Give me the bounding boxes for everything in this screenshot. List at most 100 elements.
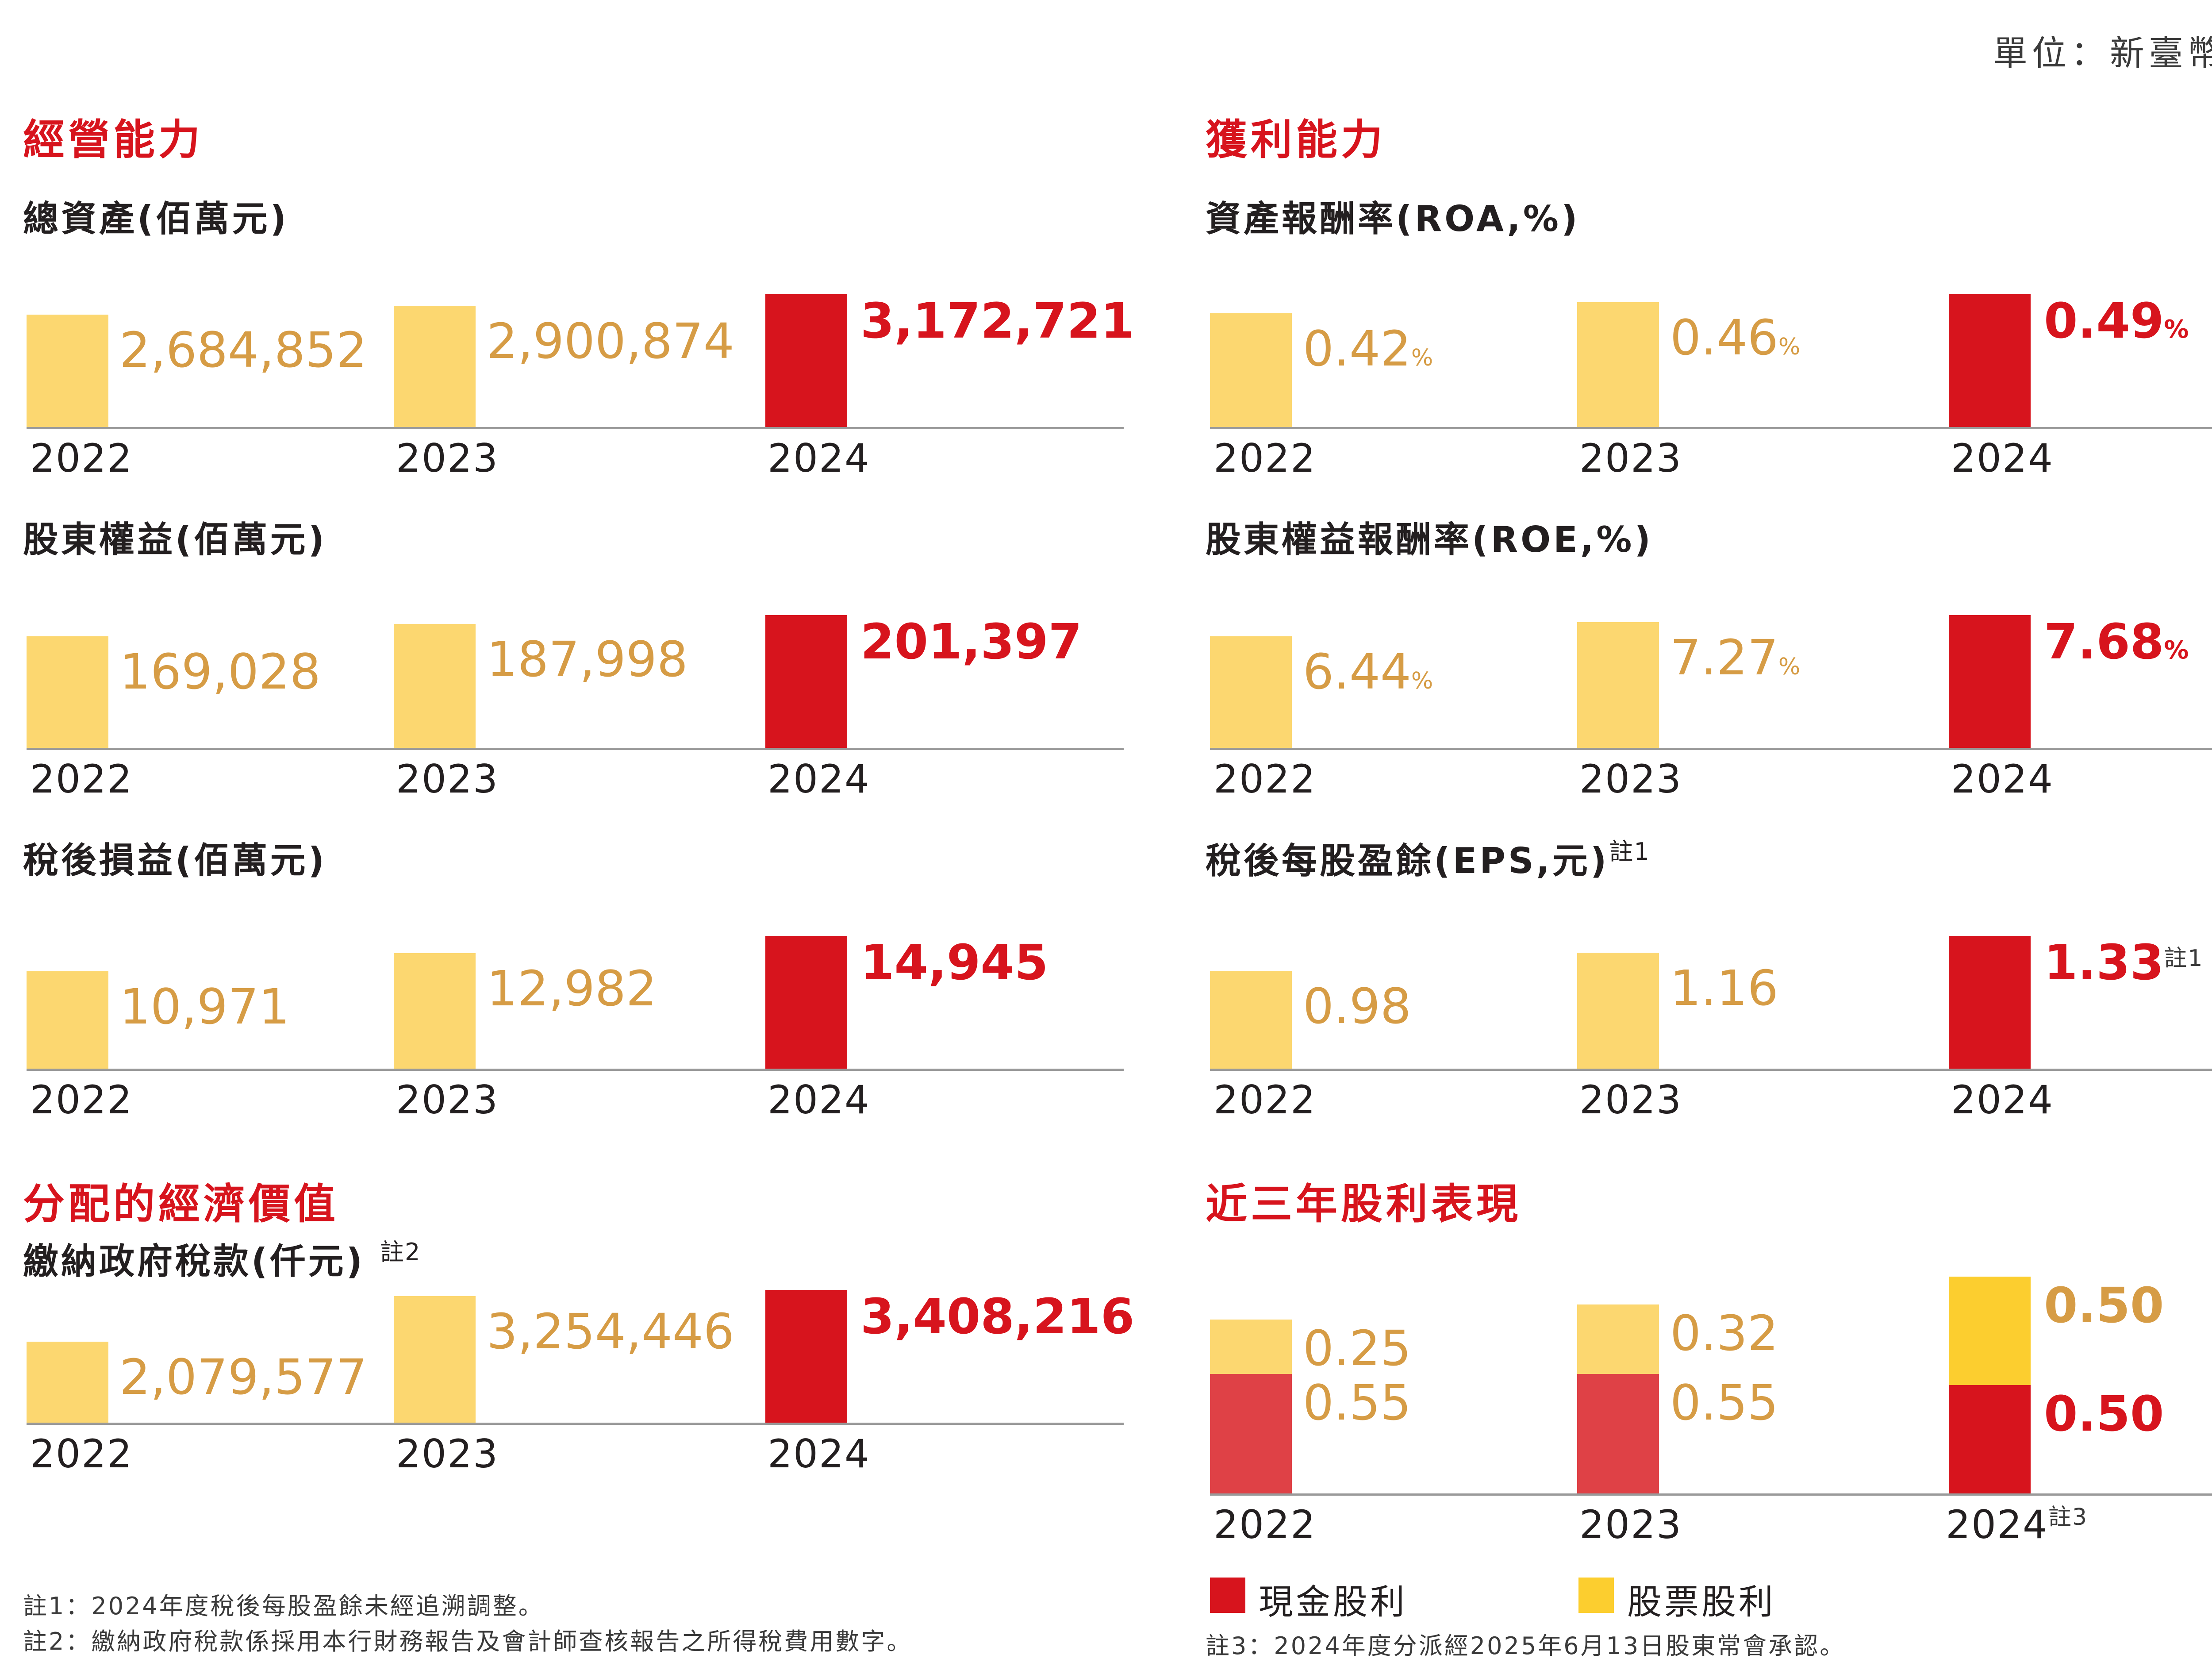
legend-label-stock: 股票股利 xyxy=(1627,1582,1776,1622)
bar-2023 xyxy=(394,1296,476,1423)
year-label-2022: 2022 xyxy=(1214,1505,1316,1544)
value-label-2022: 2,684,852 xyxy=(119,326,367,374)
value-label-2022: 0.98 xyxy=(1303,982,1411,1031)
year-label-2022: 2022 xyxy=(1214,435,1316,481)
section-title-distributed: 分配的經濟價值 xyxy=(23,1180,339,1228)
value-number: 2,079,577 xyxy=(119,1349,367,1405)
legend-label-cash: 現金股利 xyxy=(1259,1582,1408,1622)
year-label-2024: 2024 xyxy=(1951,1077,2054,1123)
year-label-2023: 2023 xyxy=(396,756,499,802)
value-suffix: % xyxy=(1411,668,1433,694)
chart-dividends: 0.55 0.25 2022 0.55 0.32 2023 0.50 0.50 2024註3 xyxy=(1210,1266,2212,1544)
year-label-2024: 2024 xyxy=(768,1431,870,1477)
bar-2023 xyxy=(1577,953,1659,1069)
value-number: 7.27 xyxy=(1670,629,1778,686)
chart-title-net-income: 稅後損益(佰萬元) xyxy=(23,840,327,881)
value-number: 0.46 xyxy=(1670,309,1778,366)
year-label-2023: 2023 xyxy=(396,1077,499,1123)
year-label-2023: 2023 xyxy=(396,435,499,481)
cash-value-label-2024: 0.50 xyxy=(2044,1385,2164,1442)
chart-title-taxes: 繳納政府稅款(仟元) 註2 xyxy=(23,1232,421,1284)
year-label-2024: 2024 xyxy=(768,756,870,802)
bar-stock-2022 xyxy=(1210,1320,1292,1374)
value-number: 1.16 xyxy=(1670,960,1778,1016)
section-title-profit: 獲利能力 xyxy=(1206,116,1386,164)
value-label-2023: 3,254,446 xyxy=(487,1307,734,1356)
bar-stock-2023 xyxy=(1577,1304,1659,1374)
bar-2024 xyxy=(1949,294,2031,427)
chart-eps: 0.98 2022 1.16 2023 1.33註1 2024 xyxy=(1210,925,2212,1120)
value-label-2024: 3,408,216 xyxy=(860,1292,1134,1341)
value-number: 0.98 xyxy=(1303,978,1411,1035)
cash-value-label-2023: 0.55 xyxy=(1670,1374,1778,1431)
value-suffix: % xyxy=(2164,315,2189,344)
bar-2023 xyxy=(1577,302,1659,427)
bar-stock-2024 xyxy=(1949,1277,2031,1385)
chart-baseline xyxy=(1210,1493,2212,1496)
bar-2024 xyxy=(765,615,847,748)
value-number: 0.49 xyxy=(2044,292,2164,349)
section-title-dividends: 近三年股利表現 xyxy=(1206,1180,1522,1228)
chart-title-roe: 股東權益報酬率(ROE,%) xyxy=(1206,519,1653,560)
value-number: 3,408,216 xyxy=(860,1288,1135,1345)
footnote-3: 註3：2024年度分派經2025年6月13日股東常會承認。 xyxy=(1206,1632,1846,1660)
year-label-2024: 2024 xyxy=(1951,435,2054,481)
bar-2023 xyxy=(394,953,476,1069)
year-label-2022: 2022 xyxy=(1214,1077,1316,1123)
chart-title-equity: 股東權益(佰萬元) xyxy=(23,519,327,560)
chart-baseline xyxy=(1210,748,2212,750)
chart-net-income: 10,971 2022 12,982 2023 14,945 2024 xyxy=(27,925,1124,1120)
value-label-2022: 10,971 xyxy=(119,982,290,1031)
year-text: 2022 xyxy=(1214,1502,1316,1547)
bar-2022 xyxy=(27,1342,108,1423)
bar-2023 xyxy=(394,624,476,748)
footnote-1: 註1：2024年度稅後每股盈餘未經追溯調整。 xyxy=(23,1592,544,1620)
chart-baseline xyxy=(27,427,1124,429)
chart-title-roa: 資產報酬率(ROA,%) xyxy=(1206,198,1580,239)
value-number: 187,998 xyxy=(487,631,688,688)
stock-value-label-2024: 0.50 xyxy=(2044,1277,2164,1334)
chart-baseline xyxy=(27,1423,1124,1425)
value-label-2023: 1.16 xyxy=(1670,964,1778,1012)
value-label-2024: 7.68% xyxy=(2044,617,2189,666)
bar-2023 xyxy=(1577,622,1659,748)
value-suffix: % xyxy=(1411,345,1433,371)
value-label-2022: 169,028 xyxy=(119,647,321,696)
legend-swatch-cash xyxy=(1210,1578,1245,1613)
value-label-2022: 0.42% xyxy=(1303,324,1433,373)
year-note: 註3 xyxy=(2048,1504,2088,1531)
year-label-2023: 2023 xyxy=(1579,1505,1682,1544)
year-label-2022: 2022 xyxy=(30,435,133,481)
year-text: 2023 xyxy=(1579,1502,1682,1547)
bar-cash-2024 xyxy=(1949,1385,2031,1493)
value-number: 12,982 xyxy=(487,960,657,1017)
year-label-2024: 2024註3 xyxy=(1946,1505,2088,1544)
value-number: 3,254,446 xyxy=(487,1303,734,1360)
value-number: 201,397 xyxy=(860,613,1083,670)
chart-baseline xyxy=(1210,1069,2212,1071)
value-suffix: % xyxy=(1778,334,1801,360)
value-label-2023: 7.27% xyxy=(1670,633,1800,682)
value-suffix: % xyxy=(1778,654,1801,680)
year-label-2023: 2023 xyxy=(1579,435,1682,481)
value-number: 169,028 xyxy=(119,643,321,700)
unit-label: 單位：新臺幣；% xyxy=(1993,34,2212,73)
bar-2022 xyxy=(1210,971,1292,1069)
value-number: 0.42 xyxy=(1303,320,1411,377)
year-label-2022: 2022 xyxy=(30,1431,133,1477)
value-number: 2,900,874 xyxy=(487,313,734,369)
footnote-2: 註2：繳納政府稅款係採用本行財務報告及會計師查核報告之所得稅費用數字。 xyxy=(23,1628,913,1655)
year-label-2023: 2023 xyxy=(1579,756,1682,802)
chart-taxes: 2,079,577 2022 3,254,446 2023 3,408,216 2024 xyxy=(27,1279,1134,1474)
value-label-2023: 0.46% xyxy=(1670,313,1800,362)
cash-value-label-2022: 0.55 xyxy=(1303,1374,1411,1431)
chart-title-eps: 稅後每股盈餘(EPS,元)註1 xyxy=(1206,832,1650,884)
chart-roa: 0.42% 2022 0.46% 2023 0.49% 2024 xyxy=(1210,283,2212,478)
value-label-2022: 6.44% xyxy=(1303,647,1433,696)
legend-swatch-stock xyxy=(1578,1578,1614,1613)
year-label-2023: 2023 xyxy=(396,1431,499,1477)
value-label-2023: 2,900,874 xyxy=(487,317,734,366)
value-label-2023: 187,998 xyxy=(487,635,688,684)
chart-roe: 6.44% 2022 7.27% 2023 7.68% 2024 xyxy=(1210,604,2212,799)
value-number: 7.68 xyxy=(2044,613,2164,670)
